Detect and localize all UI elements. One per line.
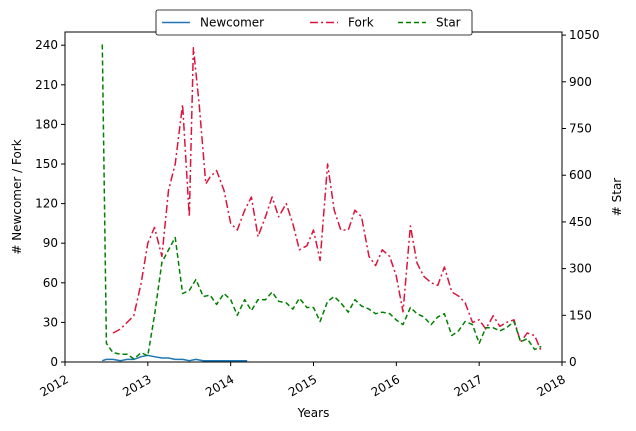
- legend-label-star: Star: [436, 16, 461, 30]
- x-tick-label: 2013: [120, 372, 153, 399]
- right-y-tick-label: 0: [569, 355, 577, 369]
- x-tick-label: 2015: [286, 372, 319, 399]
- series-line-fork: [112, 47, 542, 352]
- left-y-axis-label: # Newcomer / Fork: [10, 139, 24, 254]
- x-tick-label: 2018: [534, 372, 567, 399]
- left-y-axis: 0 30 60 90 120 150 180 210 240: [35, 38, 65, 369]
- right-y-tick-label: 450: [569, 215, 592, 229]
- right-y-tick-label: 600: [569, 168, 592, 182]
- x-axis: 2012 2013 2014 2015 2016 2017 2018: [37, 362, 568, 399]
- legend-label-fork: Fork: [348, 16, 374, 30]
- left-y-tick-label: 60: [43, 276, 58, 290]
- legend-label-newcomer: Newcomer: [200, 16, 264, 30]
- x-tick-label: 2016: [369, 372, 402, 399]
- right-y-tick-label: 1050: [569, 28, 600, 42]
- left-y-tick-label: 90: [43, 236, 58, 250]
- right-y-tick-label: 300: [569, 262, 592, 276]
- legend: Newcomer Fork Star: [155, 9, 473, 36]
- plot-lines: [101, 44, 542, 362]
- series-line-newcomer: [102, 354, 248, 362]
- x-tick-label: 2014: [203, 372, 236, 399]
- left-y-tick-label: 210: [35, 78, 58, 92]
- left-y-tick-label: 120: [35, 197, 58, 211]
- right-y-tick-label: 900: [569, 75, 592, 89]
- plot-frame: [64, 31, 563, 363]
- x-tick-label: 2012: [37, 372, 70, 399]
- left-y-tick-label: 0: [50, 355, 58, 369]
- x-axis-label: Years: [297, 406, 330, 420]
- left-y-tick-label: 30: [43, 315, 58, 329]
- right-y-axis: 0 150 300 450 600 750 900 1050: [562, 28, 600, 369]
- left-y-tick-label: 180: [35, 117, 58, 131]
- right-y-axis-label: # Star: [610, 178, 624, 217]
- left-y-tick-label: 240: [35, 38, 58, 52]
- right-y-tick-label: 750: [569, 122, 592, 136]
- right-y-tick-label: 150: [569, 308, 592, 322]
- series-line-star: [101, 44, 542, 360]
- x-tick-label: 2017: [452, 372, 485, 399]
- left-y-tick-label: 150: [35, 157, 58, 171]
